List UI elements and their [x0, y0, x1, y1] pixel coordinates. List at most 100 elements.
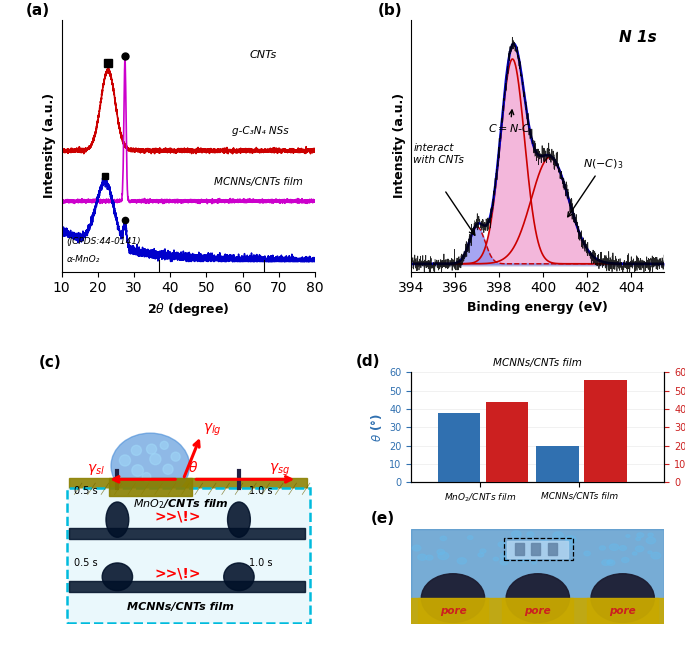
Circle shape [648, 551, 652, 554]
Circle shape [500, 553, 510, 559]
Circle shape [160, 442, 169, 449]
Circle shape [636, 546, 644, 552]
Text: (c): (c) [39, 355, 62, 371]
Bar [411, 598, 664, 624]
Y-axis label: Intensity (a.u.): Intensity (a.u.) [43, 93, 56, 198]
Circle shape [648, 533, 653, 537]
Ellipse shape [421, 574, 484, 622]
Bar [69, 581, 305, 592]
Circle shape [636, 537, 640, 541]
Circle shape [479, 549, 486, 553]
Ellipse shape [506, 574, 569, 622]
Circle shape [132, 464, 143, 476]
Circle shape [500, 560, 508, 565]
Text: $\theta$: $\theta$ [188, 460, 199, 475]
Ellipse shape [106, 502, 129, 537]
Bar [69, 478, 308, 495]
Text: $\gamma_{lg}$: $\gamma_{lg}$ [203, 422, 222, 438]
Bar [486, 401, 529, 482]
Circle shape [539, 540, 549, 547]
Text: 1.0 s: 1.0 s [249, 486, 273, 495]
X-axis label: Binding energy (eV): Binding energy (eV) [467, 301, 608, 314]
Y-axis label: $\theta$ (°): $\theta$ (°) [369, 413, 384, 442]
Circle shape [646, 537, 656, 544]
Ellipse shape [227, 502, 250, 537]
Circle shape [512, 531, 521, 537]
Circle shape [637, 533, 644, 537]
Circle shape [132, 445, 141, 455]
Circle shape [599, 546, 606, 550]
Circle shape [467, 535, 473, 539]
Circle shape [626, 535, 630, 537]
Ellipse shape [224, 563, 254, 591]
Circle shape [607, 560, 615, 566]
Ellipse shape [111, 433, 190, 499]
Bar [532, 543, 540, 555]
Bar [108, 478, 192, 495]
Text: pore: pore [610, 606, 636, 616]
Circle shape [478, 553, 484, 557]
Text: g-C₃N₄ NSs: g-C₃N₄ NSs [232, 125, 288, 135]
Text: (d): (d) [356, 353, 380, 369]
Circle shape [519, 555, 529, 562]
Bar [536, 445, 579, 482]
Ellipse shape [591, 574, 654, 622]
Text: pore: pore [525, 606, 551, 616]
Text: 0.5 s: 0.5 s [74, 486, 98, 495]
Text: (JCPDS:44-0141): (JCPDS:44-0141) [66, 237, 141, 246]
Circle shape [621, 557, 629, 562]
Circle shape [584, 551, 590, 556]
Bar [508, 541, 568, 558]
Text: $\gamma_{sg}$: $\gamma_{sg}$ [269, 462, 290, 478]
Circle shape [437, 549, 445, 555]
Circle shape [438, 552, 449, 560]
Circle shape [651, 553, 661, 559]
Circle shape [619, 545, 627, 551]
Circle shape [440, 536, 447, 541]
Text: $MnO_2$/CNTs film: $MnO_2$/CNTs film [133, 497, 229, 511]
Circle shape [632, 552, 637, 555]
Circle shape [527, 532, 534, 537]
Text: >>\!>: >>\!> [155, 566, 201, 581]
Circle shape [565, 543, 573, 549]
Text: (e): (e) [371, 510, 395, 526]
Text: (b): (b) [378, 3, 403, 18]
Ellipse shape [102, 563, 133, 591]
Circle shape [163, 464, 173, 474]
Text: 1.0 s: 1.0 s [249, 558, 273, 568]
Text: (a): (a) [26, 3, 50, 18]
X-axis label: 2$\theta$ (degree): 2$\theta$ (degree) [147, 301, 229, 318]
Bar [548, 543, 557, 555]
Text: >>\!>: >>\!> [155, 510, 201, 524]
Text: pore: pore [440, 606, 466, 616]
Circle shape [171, 452, 180, 461]
Bar [438, 413, 480, 482]
Text: MCNNs/CNTs film: MCNNs/CNTs film [214, 177, 303, 187]
Bar [417, 598, 488, 624]
Circle shape [412, 545, 421, 551]
Bar [502, 598, 573, 624]
Circle shape [493, 557, 499, 561]
Circle shape [532, 561, 536, 564]
Y-axis label: Intensity (a.u.): Intensity (a.u.) [393, 93, 406, 198]
Text: interact
with CNTs: interact with CNTs [413, 143, 464, 165]
Bar [587, 598, 658, 624]
Circle shape [607, 560, 612, 564]
Text: $C$$=$$N$-$C$: $C$$=$$N$-$C$ [488, 110, 532, 134]
Text: α-MnO₂: α-MnO₂ [66, 255, 100, 264]
Text: CNTs: CNTs [250, 50, 277, 60]
Bar [515, 543, 524, 555]
Bar [69, 528, 305, 539]
FancyBboxPatch shape [66, 488, 310, 623]
Text: N 1s: N 1s [619, 30, 657, 45]
Text: $\gamma_{sl}$: $\gamma_{sl}$ [87, 462, 105, 477]
Circle shape [498, 542, 506, 547]
Circle shape [418, 554, 427, 560]
Circle shape [565, 535, 576, 543]
Circle shape [426, 555, 433, 560]
Circle shape [610, 544, 619, 551]
Circle shape [457, 558, 466, 564]
Text: $N(-C)_3$: $N(-C)_3$ [568, 157, 623, 217]
Text: MCNNs/CNTs film: MCNNs/CNTs film [127, 602, 234, 612]
Circle shape [119, 455, 131, 466]
